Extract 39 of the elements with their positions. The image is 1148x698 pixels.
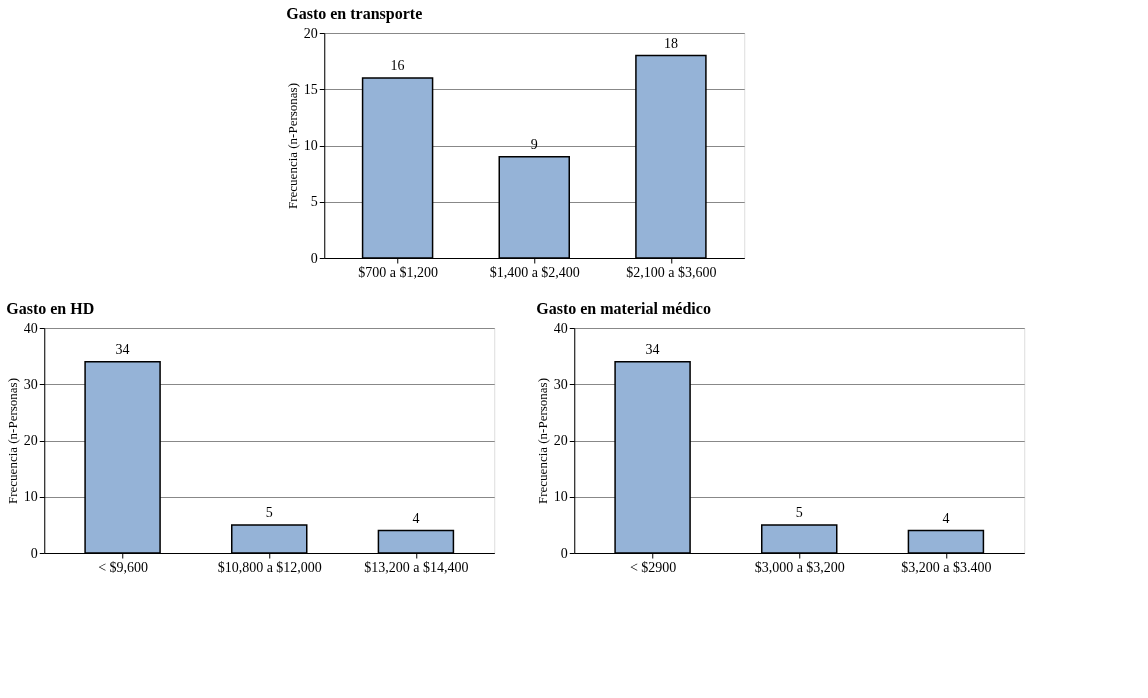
data-label: 5 xyxy=(795,504,803,520)
data-label: 4 xyxy=(412,510,420,526)
y-tick-label: 0 xyxy=(310,250,318,266)
x-tick-label: $13,200 a $14,400 xyxy=(364,559,469,575)
x-tick-label: < $9,600 xyxy=(98,559,149,575)
chart-title: Gasto en transporte xyxy=(286,5,423,23)
y-axis-title: Frecuencia (n-Personas) xyxy=(4,378,20,504)
x-tick-label: < $2900 xyxy=(629,559,677,575)
y-tick-label: 20 xyxy=(23,433,38,448)
data-label: 16 xyxy=(390,58,405,73)
data-label: 34 xyxy=(115,341,130,357)
y-tick-label: 20 xyxy=(553,433,568,448)
data-label: 18 xyxy=(663,35,678,51)
y-tick-label: 10 xyxy=(23,489,38,505)
x-tick-label: $3,000 a $3,200 xyxy=(754,559,845,575)
y-tick-label: 30 xyxy=(23,376,38,392)
x-tick-label: $10,800 a $12,000 xyxy=(217,559,322,575)
x-tick-label: $1,400 a $2,400 xyxy=(489,264,580,280)
y-tick-label: 10 xyxy=(303,138,318,153)
data-label: 9 xyxy=(530,136,538,152)
y-tick-label: 40 xyxy=(23,320,38,336)
y-tick-label: 0 xyxy=(560,545,568,561)
y-axis-title: Frecuencia (n-Personas) xyxy=(534,378,550,504)
x-tick-label: $700 a $1,200 xyxy=(358,264,438,280)
chart-title: Gasto en material médico xyxy=(536,300,711,317)
y-tick-label: 20 xyxy=(303,25,318,41)
y-tick-label: 5 xyxy=(310,194,318,210)
y-tick-label: 30 xyxy=(553,376,568,392)
y-axis-title: Frecuencia (n-Personas) xyxy=(284,83,300,209)
x-tick-label: $3,200 a $3.400 xyxy=(901,559,992,575)
data-label: 4 xyxy=(942,510,950,526)
y-tick-label: 0 xyxy=(30,545,38,561)
y-tick-label: 15 xyxy=(303,81,318,97)
data-label: 5 xyxy=(265,504,273,520)
x-tick-label: $2,100 a $3,600 xyxy=(626,264,717,280)
chart-title: Gasto en HD xyxy=(6,300,95,317)
y-tick-label: 40 xyxy=(553,320,568,336)
y-tick-label: 10 xyxy=(553,489,568,505)
data-label: 34 xyxy=(645,341,660,357)
